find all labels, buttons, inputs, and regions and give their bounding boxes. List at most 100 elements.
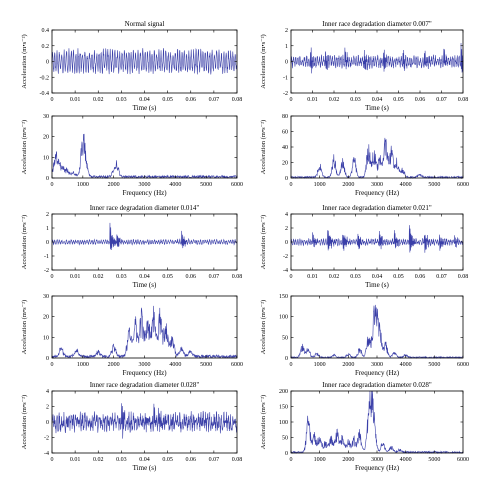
y-axis-label: Acceleration (m•s⁻²) xyxy=(260,300,267,354)
x-tick-label: 6000 xyxy=(457,182,469,188)
x-axis-label: Time (s) xyxy=(365,281,389,289)
x-tick-label: 2000 xyxy=(342,457,354,463)
x-tick-label: 0.02 xyxy=(93,97,104,103)
x-tick-label: 3000 xyxy=(371,182,383,188)
x-tick-label: 0.03 xyxy=(350,97,361,103)
y-axis-label: Acceleration (m•s⁻²) xyxy=(260,34,267,88)
x-tick-label: 0.08 xyxy=(232,457,243,463)
x-axis-label: Frequency (Hz) xyxy=(355,369,400,377)
x-tick-label: 2000 xyxy=(108,362,120,368)
x-tick-label: 0.08 xyxy=(232,274,243,280)
x-tick-label: 0.05 xyxy=(162,274,173,280)
x-tick-label: 0.08 xyxy=(458,274,469,280)
signal-trace xyxy=(290,304,464,359)
x-tick-label: 0 xyxy=(290,97,293,103)
chart-panel-8: 0 1000 2000 3000 4000 5000 6000 0 50 100 150 Freque… xyxy=(260,294,469,377)
y-axis-label: Acceleration (m•s⁻²) xyxy=(21,395,28,449)
y-tick-label: 40 xyxy=(282,145,288,151)
y-tick-label: 60 xyxy=(282,130,288,136)
panel-title: Inner race degradation diameter 0.028" xyxy=(322,381,432,389)
x-tick-label: 0.06 xyxy=(415,97,426,103)
y-axis-label: Acceleration (m•s⁻²) xyxy=(21,215,28,269)
signal-trace xyxy=(51,403,238,439)
x-tick-label: 0 xyxy=(51,457,54,463)
x-tick-label: 5000 xyxy=(200,362,212,368)
x-axis-label: Time (s) xyxy=(133,104,157,112)
x-tick-label: 0.05 xyxy=(393,97,404,103)
x-tick-label: 0.01 xyxy=(307,97,318,103)
x-tick-label: 3000 xyxy=(139,182,151,188)
x-tick-label: 3000 xyxy=(371,362,383,368)
x-tick-label: 0.06 xyxy=(186,97,197,103)
y-tick-label: 150 xyxy=(279,294,288,300)
signal-trace xyxy=(51,47,238,75)
y-tick-label: 10 xyxy=(43,155,49,161)
x-tick-label: 0.03 xyxy=(116,274,127,280)
x-tick-label: 5000 xyxy=(428,182,440,188)
x-tick-label: 4000 xyxy=(400,182,412,188)
x-tick-label: 0.03 xyxy=(116,97,127,103)
x-tick-label: 0.02 xyxy=(93,274,104,280)
panel-title: Inner race degradation diameter 0.014" xyxy=(90,204,200,212)
y-tick-label: 2 xyxy=(285,28,288,34)
x-tick-label: 0.07 xyxy=(436,97,447,103)
x-axis-label: Frequency (Hz) xyxy=(355,464,400,472)
x-tick-label: 2000 xyxy=(342,182,354,188)
x-tick-label: 0 xyxy=(51,362,54,368)
y-tick-label: -0.4 xyxy=(40,91,50,97)
x-tick-label: 0.02 xyxy=(329,97,340,103)
x-tick-label: 0.06 xyxy=(186,274,197,280)
x-axis-label: Time (s) xyxy=(365,104,389,112)
x-tick-label: 0.04 xyxy=(372,97,383,103)
x-tick-label: 5000 xyxy=(428,362,440,368)
y-tick-label: 0.4 xyxy=(42,28,50,34)
x-tick-label: 1000 xyxy=(314,457,326,463)
chart-panel-9: 0 0.01 0.02 0.03 0.04 0.05 0.06 0.07 0.08 -4 -2 0 2 4… xyxy=(21,381,242,472)
x-tick-label: 2000 xyxy=(342,362,354,368)
x-tick-label: 0.04 xyxy=(139,97,150,103)
x-tick-label: 0.03 xyxy=(350,274,361,280)
x-tick-label: 0.04 xyxy=(139,457,150,463)
y-axis-label: Acceleration (m•s⁻²) xyxy=(260,120,267,174)
x-tick-label: 0.01 xyxy=(307,274,318,280)
y-axis-label: Acceleration (m•s⁻²) xyxy=(21,300,28,354)
x-tick-label: 6000 xyxy=(231,182,243,188)
y-tick-label: 150 xyxy=(279,405,288,411)
x-tick-label: 0.02 xyxy=(93,457,104,463)
plot-frame xyxy=(290,295,464,359)
signal-trace xyxy=(51,305,238,359)
x-tick-label: 0 xyxy=(290,457,293,463)
signal-trace xyxy=(290,137,464,180)
y-tick-label: -2 xyxy=(44,436,49,442)
x-tick-label: 1000 xyxy=(314,362,326,368)
chart-panel-3: 0 1000 2000 3000 4000 5000 6000 0 10 20 30 Frequenc… xyxy=(21,114,243,197)
y-tick-label: -4 xyxy=(283,268,288,274)
x-axis-label: Time (s) xyxy=(133,281,157,289)
y-tick-label: 100 xyxy=(279,420,288,426)
signal-trace xyxy=(290,43,464,74)
x-tick-label: 0.04 xyxy=(139,274,150,280)
signal-trace xyxy=(290,225,464,253)
chart-panel-7: 0 1000 2000 3000 4000 5000 6000 0 10 20 30 Frequenc… xyxy=(21,294,243,377)
x-tick-label: 4000 xyxy=(169,182,181,188)
y-tick-label: -2 xyxy=(44,268,49,274)
y-tick-label: -4 xyxy=(44,451,49,457)
y-tick-label: 0.2 xyxy=(42,44,50,50)
y-tick-label: 0 xyxy=(285,240,288,246)
panel-title: Normal signal xyxy=(125,20,165,28)
y-tick-label: 0 xyxy=(46,176,49,182)
x-tick-label: 0.07 xyxy=(209,97,220,103)
x-tick-label: 1000 xyxy=(77,182,89,188)
y-tick-label: 4 xyxy=(285,212,288,218)
panel-title: Inner race degradation diameter 0.028" xyxy=(90,381,200,389)
plot-frame xyxy=(51,295,238,359)
y-tick-label: 20 xyxy=(282,161,288,167)
x-tick-label: 0.05 xyxy=(393,274,404,280)
x-tick-label: 0.03 xyxy=(116,457,127,463)
y-tick-label: 0 xyxy=(285,451,288,457)
y-tick-label: 30 xyxy=(43,114,49,120)
panel-title: Inner race degradation diameter 0.007" xyxy=(322,20,432,28)
x-tick-label: 3000 xyxy=(371,457,383,463)
panel-title: Inner race degradation diameter 0.021" xyxy=(322,204,432,212)
